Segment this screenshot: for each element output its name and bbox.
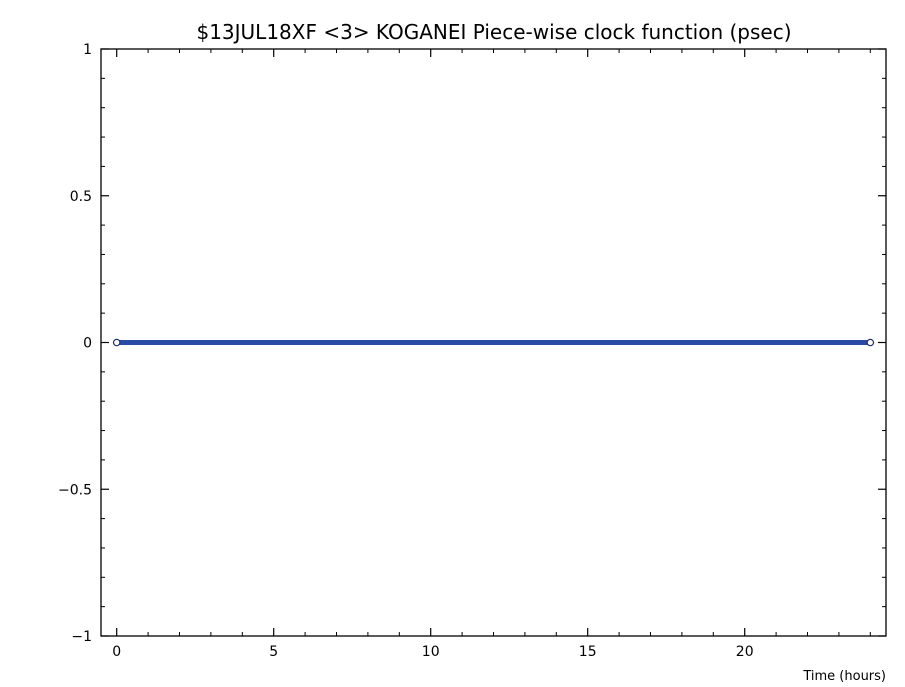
- x-tick-label: 0: [112, 644, 121, 660]
- chart-title: $13JUL18XF <3> KOGANEI Piece-wise clock …: [196, 20, 791, 44]
- y-tick-label: −0.5: [58, 482, 92, 498]
- y-tick-label: −1: [71, 629, 92, 645]
- y-tick-label: 0.5: [70, 189, 92, 205]
- series-layer: [112, 338, 875, 347]
- y-tick-label: 0: [83, 336, 92, 352]
- x-tick-label: 10: [422, 644, 440, 660]
- x-axis-label: Time (hours): [802, 669, 886, 684]
- x-axis: 0 5 10 15 20: [112, 49, 754, 660]
- x-tick-label: 15: [579, 644, 597, 660]
- x-tick-label: 5: [269, 644, 278, 660]
- y-axis: −1 −0.5 0 0.5 1: [58, 42, 886, 645]
- data-point: [866, 338, 875, 347]
- data-point: [112, 338, 121, 347]
- x-tick-label: 20: [736, 644, 754, 660]
- minor-ticks: [101, 49, 886, 636]
- y-tick-label: 1: [83, 42, 92, 58]
